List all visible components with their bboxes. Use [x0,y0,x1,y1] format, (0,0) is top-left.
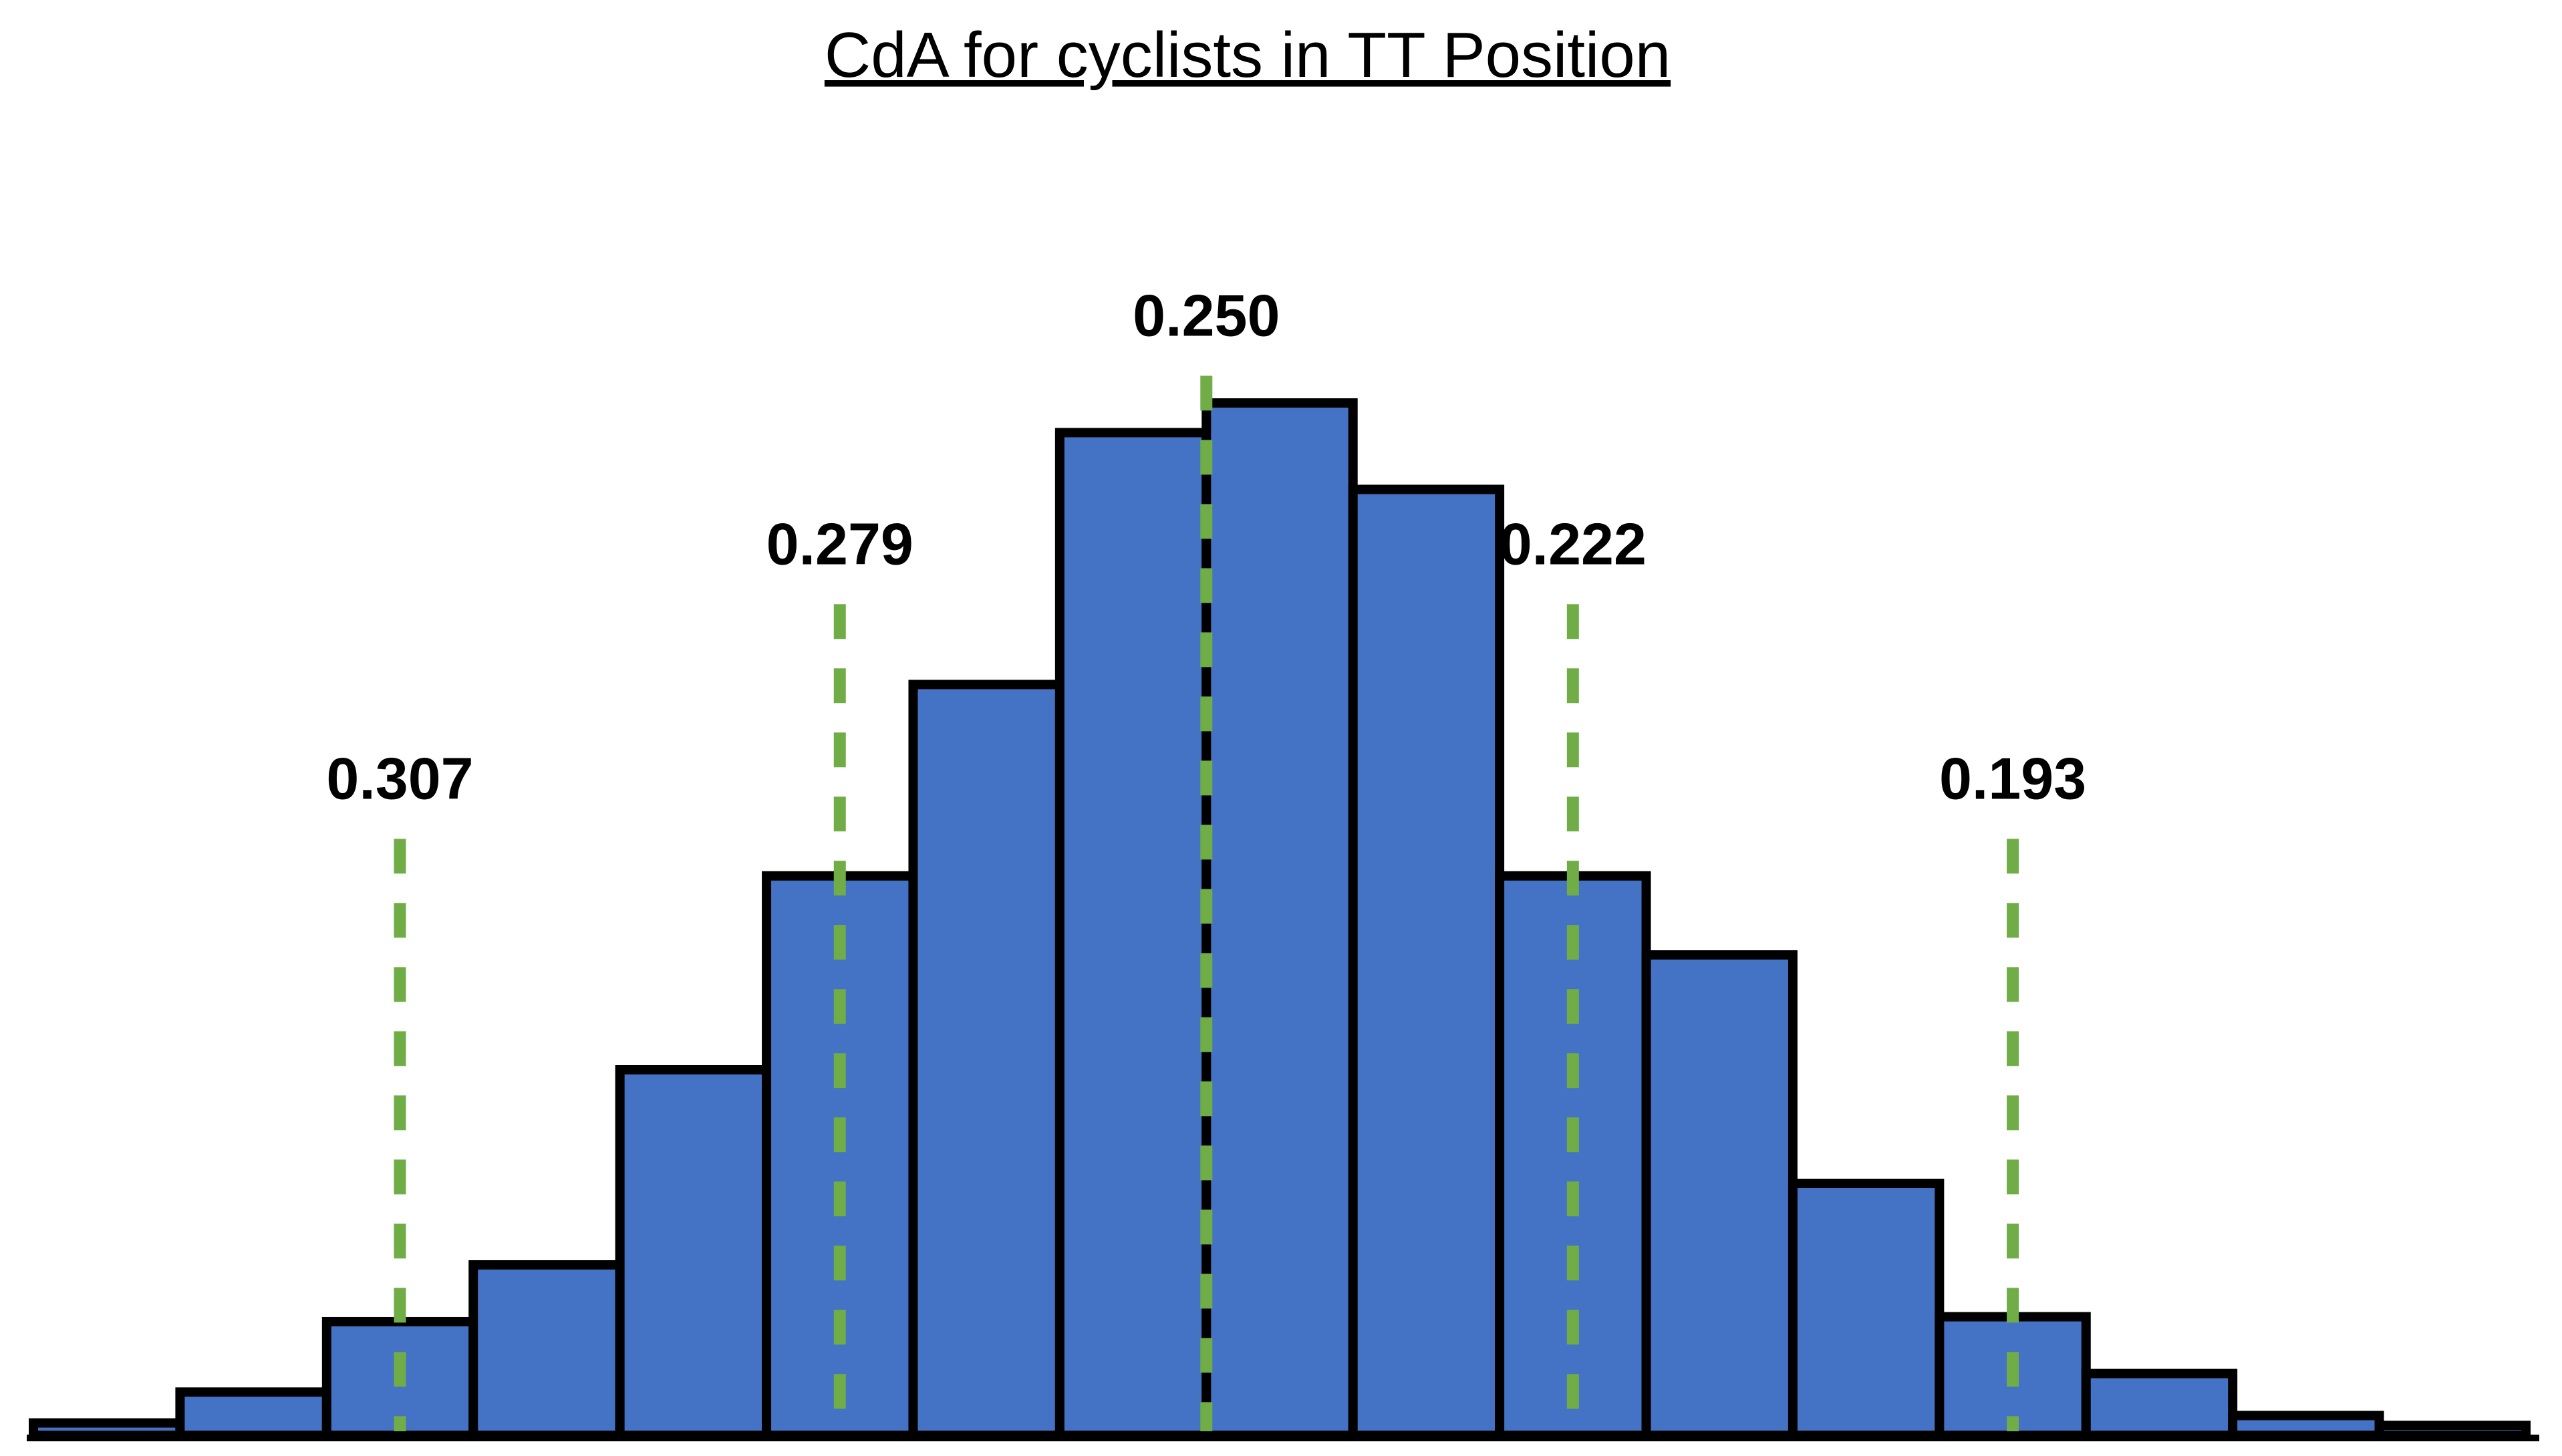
histogram-bar [1201,398,1358,1440]
histogram-bar [468,1260,625,1440]
marker-label: 0.279 [766,511,913,577]
histogram-bar [1054,428,1212,1441]
chart-title: CdA for cyclists in TT Position [825,19,1671,91]
marker-labels: 0.307 0.279 0.250 0.222 0.193 [326,282,2086,811]
percentile-markers [394,376,2019,1431]
histogram-bar [615,1064,772,1440]
histogram-bar [2081,1368,2238,1441]
histogram-bar [908,680,1064,1440]
marker-label: 0.193 [1939,745,2086,811]
marker-label: 0.307 [326,745,473,811]
histogram-bar [29,1418,185,1441]
marker-label: 0.222 [1500,511,1647,577]
histogram-bar [1495,871,1651,1440]
histogram-bar [1348,484,1505,1440]
histogram-bar [2228,1411,2384,1440]
histogram-bar [175,1387,331,1441]
histogram-bar [2374,1421,2531,1441]
marker-label: 0.250 [1133,282,1280,348]
histogram-bar [762,871,918,1440]
histogram-bar [1788,1179,1945,1441]
histogram-bars [29,398,2531,1441]
histogram-bar [1641,950,1798,1441]
